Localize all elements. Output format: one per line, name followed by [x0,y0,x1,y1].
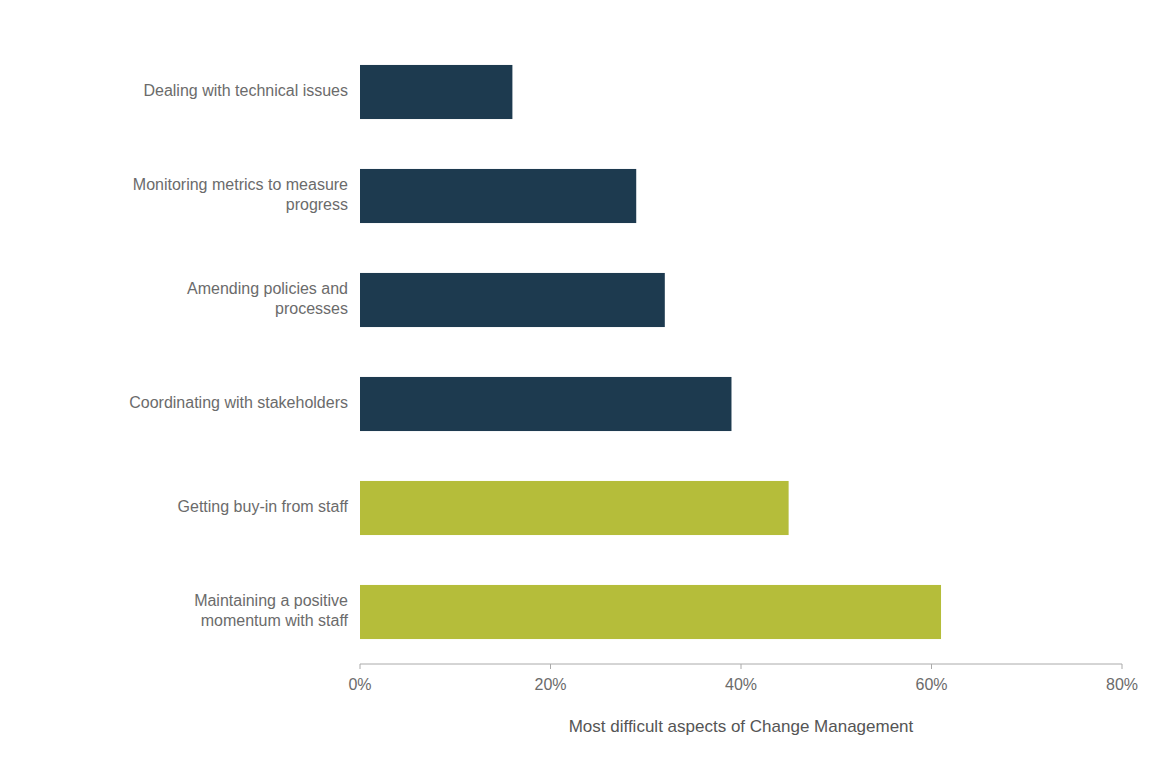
x-tick-label: 40% [725,676,757,693]
bar [360,481,789,535]
category-label: Coordinating with stakeholders [129,394,348,411]
chart-svg: 0% 20% 40% 60% 80% Most difficult aspects of … [0,0,1162,784]
x-tick [741,664,742,669]
x-tick [550,664,551,669]
chart-container: 0% 20% 40% 60% 80% Most difficult aspects of … [0,0,1162,784]
x-tick [931,664,932,669]
x-tick-label: 80% [1106,676,1138,693]
category-label: Dealing with technical issues [143,82,348,99]
category-label: Amending policies andprocesses [187,280,348,317]
x-ticks: 0% 20% 40% 60% 80% [348,664,1138,693]
x-tick-label: 60% [915,676,947,693]
x-tick-label: 20% [534,676,566,693]
category-label: Maintaining a positivemomentum with staf… [194,592,348,629]
x-tick [1122,664,1123,669]
bar [360,585,941,639]
x-tick-label: 0% [348,676,371,693]
category-label: Monitoring metrics to measureprogress [133,176,348,213]
x-axis-label: Most difficult aspects of Change Managem… [569,717,914,736]
category-label: Getting buy-in from staff [178,498,349,515]
bars [360,65,941,639]
bar [360,169,636,223]
category-labels: Maintaining a positivemomentum with staf… [129,82,348,629]
x-tick [360,664,361,669]
bar [360,65,512,119]
bar [360,273,665,327]
bar [360,377,731,431]
